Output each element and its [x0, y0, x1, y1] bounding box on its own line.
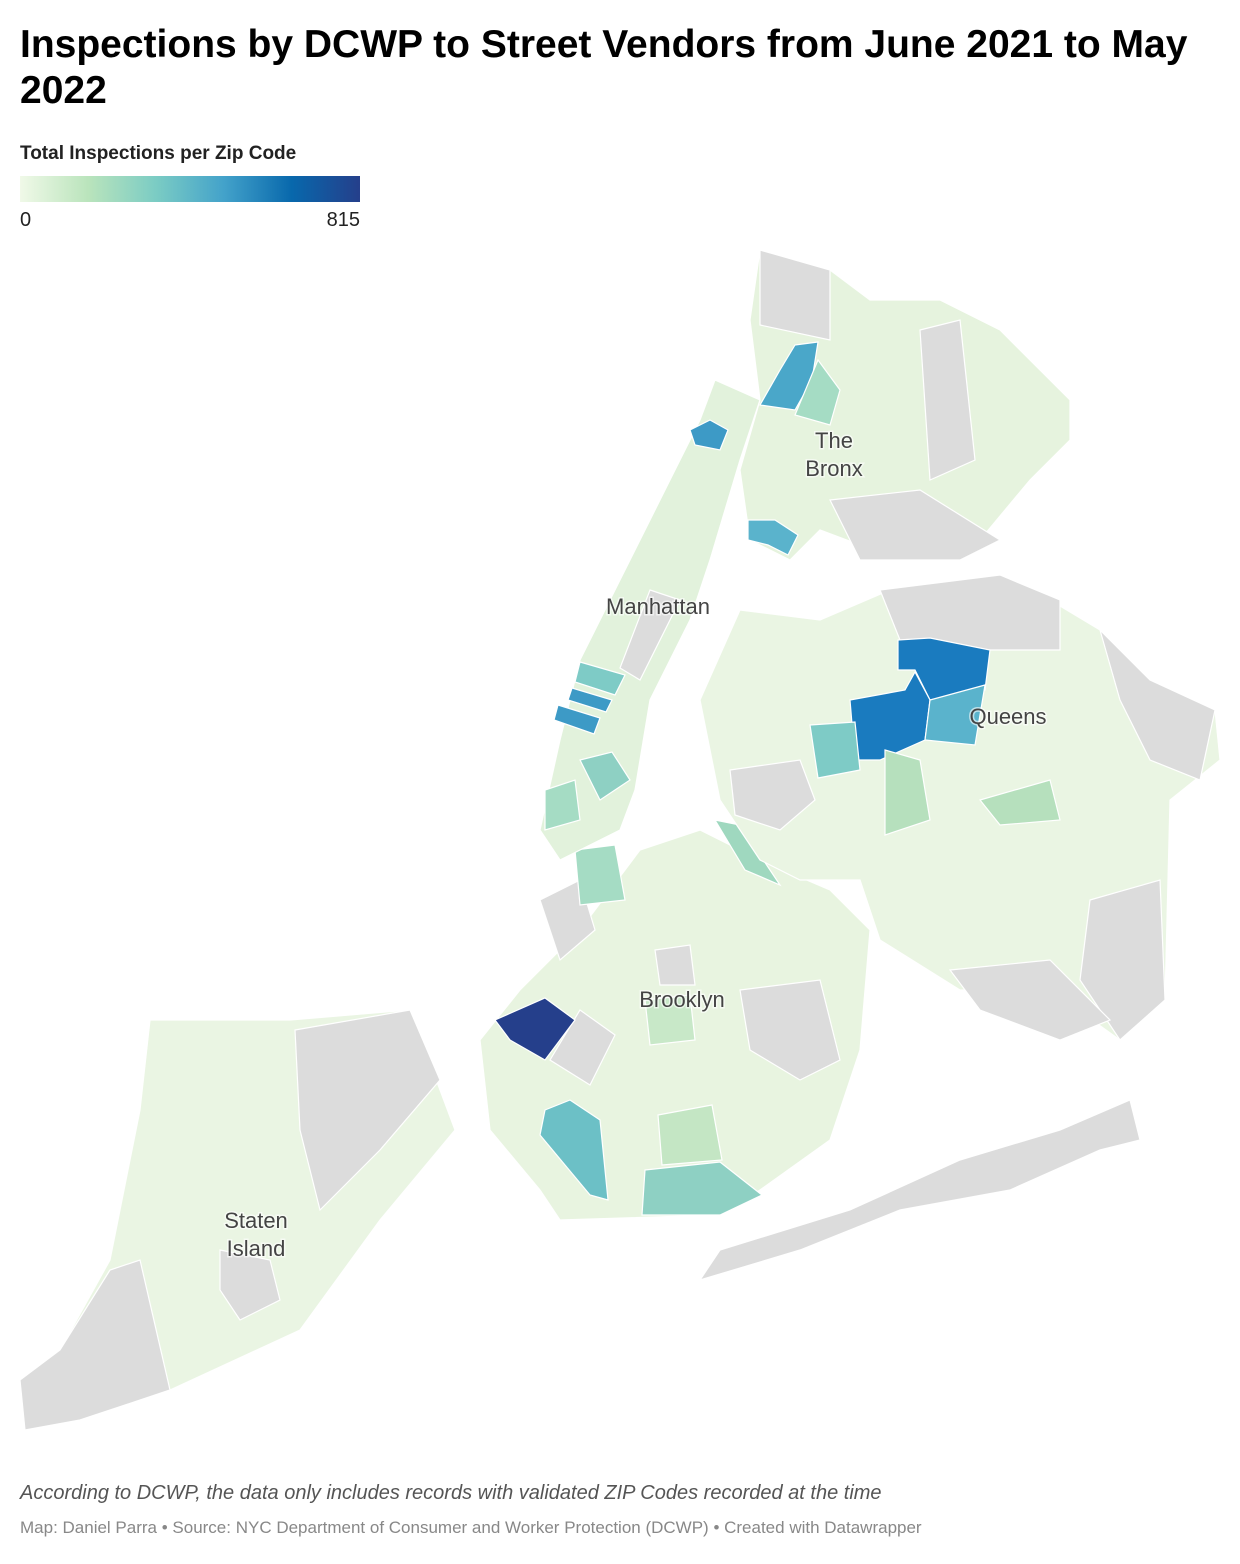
zip-area: [579, 751, 631, 801]
zip-area: [809, 721, 861, 779]
zip-area: [219, 1249, 281, 1321]
place-label: Brooklyn: [639, 987, 725, 1012]
zip-area: [759, 341, 819, 411]
place-label: Staten: [224, 1208, 288, 1233]
zip-area: [553, 704, 601, 735]
zip-area: [759, 249, 831, 341]
zip-area: [794, 358, 841, 426]
place-labels: The Bronx Manhattan Queens Brooklyn Staten Isl…: [223, 427, 1048, 1263]
zip-area: [644, 994, 696, 1046]
footnote: According to DCWP, the data only include…: [20, 1482, 882, 1504]
place-label: Manhattan: [606, 594, 710, 619]
zip-area: [713, 819, 782, 887]
zip-area: [689, 419, 729, 451]
legend-min: 0: [20, 209, 31, 231]
zip-area: [948, 959, 1112, 1041]
zip-area: [567, 687, 613, 713]
title: Inspections by DCWP to Street Vendors fr…: [20, 23, 1188, 112]
place-label: Bronx: [805, 456, 862, 481]
place-label: Queens: [969, 704, 1046, 729]
zip-area: [924, 684, 986, 746]
zip-area: [574, 661, 626, 696]
legend-title: Total Inspections per Zip Code: [20, 143, 297, 164]
borough: [698, 1099, 1141, 1282]
zip-area: [879, 574, 1061, 651]
zip-area: [619, 589, 681, 681]
boroughs: [19, 249, 1221, 1431]
credits: Map: Daniel Parra • Source: NYC Departme…: [20, 1518, 922, 1537]
zip-area: [747, 519, 799, 556]
zip-area: [544, 779, 581, 831]
legend-gradient: [20, 176, 360, 202]
zip-area: [978, 779, 1061, 826]
zip-area: [729, 759, 816, 831]
zip-area: [641, 1161, 764, 1216]
zip-area: [494, 997, 576, 1061]
zip-area: [739, 979, 841, 1081]
zip-area: [294, 1009, 441, 1212]
zip-area: [654, 944, 696, 986]
zip-area: [19, 1259, 171, 1431]
zip-area: [919, 319, 976, 481]
place-label: The: [815, 428, 853, 453]
zip-area: [1079, 879, 1166, 1041]
zip-area: [829, 489, 1002, 561]
zip-area: [1098, 627, 1216, 781]
zip-area: [884, 749, 931, 836]
place-label: Island: [227, 1236, 286, 1261]
zip-area: [539, 1099, 609, 1201]
zip-area: [574, 844, 626, 906]
zip-area: [657, 1104, 723, 1166]
legend-max: 815: [327, 209, 360, 231]
